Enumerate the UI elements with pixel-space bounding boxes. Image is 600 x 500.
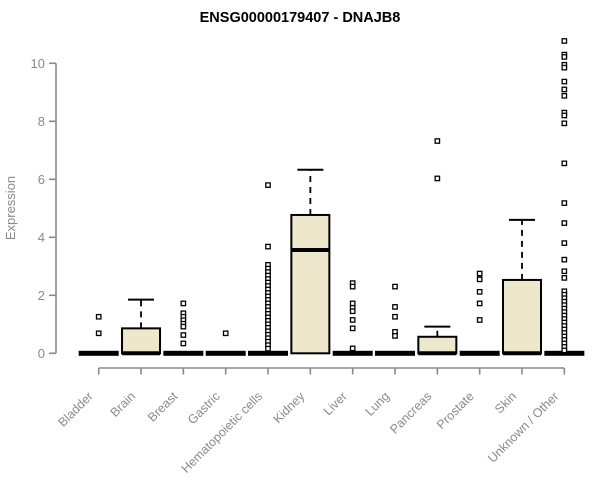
x-category-label-breast: Breast	[145, 389, 181, 425]
outlier-point	[95, 313, 102, 320]
outlier-point	[265, 345, 271, 352]
outlier-point	[561, 220, 568, 226]
x-category-label-prostate: Prostate	[434, 389, 477, 432]
boxplot-brain	[121, 298, 162, 356]
boxplot-pancreas	[417, 138, 458, 356]
outlier-point	[349, 345, 356, 352]
collapsed-box	[163, 350, 204, 356]
outlier-point	[349, 308, 356, 315]
boxplot-kidney	[290, 168, 331, 355]
outlier-point	[561, 200, 568, 206]
collapsed-box	[544, 350, 585, 356]
outlier-point	[180, 332, 187, 338]
outlier-point	[561, 38, 568, 44]
outlier-point	[561, 275, 568, 281]
x-category-label-brain: Brain	[108, 389, 139, 420]
boxplot-bladder	[78, 313, 119, 356]
outlier-point	[349, 283, 356, 290]
outlier-point	[222, 330, 229, 337]
collapsed-box	[459, 350, 500, 356]
outlier-point	[561, 120, 568, 127]
x-category-label-lung: Lung	[363, 389, 393, 419]
boxplot-unknown-other	[544, 38, 585, 356]
x-category-label-bladder: Bladder	[55, 389, 95, 429]
outlier-point	[265, 182, 271, 188]
x-category-label-skin: Skin	[492, 389, 519, 416]
outlier-point	[561, 54, 568, 60]
y-tick-label: 10	[31, 56, 45, 71]
boxplot-hematopoietic-cells	[248, 182, 289, 356]
box	[290, 213, 331, 355]
outlier-point	[561, 78, 568, 85]
outlier-point	[476, 270, 483, 277]
y-axis-label: Expression	[3, 176, 18, 240]
collapsed-box	[205, 350, 246, 356]
collapsed-box	[332, 350, 373, 356]
outlier-point	[392, 304, 398, 310]
outlier-point	[476, 300, 483, 307]
outlier-point	[561, 64, 568, 71]
boxplot-lung	[375, 283, 416, 356]
outlier-point	[434, 175, 441, 182]
collapsed-box	[78, 350, 119, 356]
x-category-label-gastric: Gastric	[185, 389, 223, 427]
x-category-label-hematopoietic-cells: Hematopoietic cells	[179, 389, 266, 476]
boxplot-series	[78, 38, 585, 356]
outlier-point	[561, 92, 568, 99]
box	[121, 327, 162, 355]
outlier-point	[392, 283, 398, 290]
y-tick-label: 4	[38, 230, 45, 245]
outlier-point	[392, 313, 398, 320]
outlier-point	[434, 138, 441, 144]
x-category-label-kidney: Kidney	[271, 389, 308, 426]
outlier-point	[349, 325, 356, 332]
outlier-point	[561, 112, 568, 119]
boxplot-gastric	[205, 330, 246, 356]
outlier-point	[561, 256, 568, 263]
collapsed-box	[375, 350, 416, 356]
outlier-point	[561, 268, 568, 275]
boxplot-skin	[502, 218, 542, 356]
outlier-point	[180, 340, 187, 347]
outlier-point	[180, 300, 187, 307]
outlier-point	[561, 160, 568, 167]
collapsed-box	[248, 350, 289, 356]
y-tick-label: 8	[38, 114, 45, 129]
outlier-point	[265, 243, 271, 250]
outlier-point	[180, 323, 187, 330]
y-tick-label: 6	[38, 172, 45, 187]
chart-title: ENSG00000179407 - DNAJB8	[200, 10, 401, 26]
outlier-point	[392, 333, 398, 339]
x-category-label-pancreas: Pancreas	[387, 389, 434, 436]
boxplot-liver	[332, 280, 373, 356]
outlier-point	[476, 276, 483, 283]
box	[502, 278, 542, 355]
boxplot-breast	[163, 300, 204, 356]
box	[417, 335, 458, 355]
y-tick-label: 0	[38, 346, 45, 361]
outlier-point	[95, 330, 102, 337]
outlier-point	[561, 347, 568, 354]
outlier-point	[561, 86, 568, 93]
x-category-label-liver: Liver	[321, 389, 350, 418]
outlier-point	[349, 317, 356, 323]
outlier-point	[476, 317, 483, 323]
y-tick-label: 2	[38, 288, 45, 303]
outlier-point	[561, 240, 568, 246]
boxplot-prostate	[459, 270, 500, 356]
outlier-point	[476, 288, 483, 295]
